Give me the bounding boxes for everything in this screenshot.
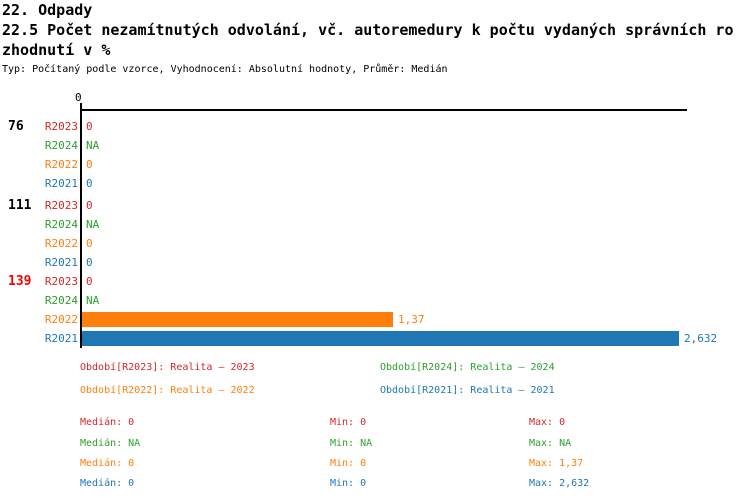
stat-median-r2022: Medián: 0 [80, 458, 135, 469]
indicator-title-line2: zhodnutí v % [2, 41, 111, 59]
group-label: 139 [8, 274, 32, 289]
section-title: 22. Odpady [2, 1, 93, 19]
value-label: 0 [86, 177, 93, 190]
series-label: R2022 [44, 158, 78, 171]
series-label: R2021 [44, 256, 78, 269]
legend-item-r2023: Období[R2023]: Realita – 2023 [80, 362, 255, 373]
value-label: 0 [86, 199, 93, 212]
value-label: 2,632 [684, 332, 718, 345]
stat-median-r2021: Medián: 0 [80, 478, 135, 489]
series-label: R2023 [44, 120, 78, 133]
stat-median-r2023: Medián: 0 [80, 417, 135, 428]
value-label: 0 [86, 256, 93, 269]
bar-r2021 [82, 331, 679, 346]
series-label: R2021 [44, 177, 78, 190]
series-label: R2024 [44, 139, 78, 152]
series-label: R2021 [44, 332, 78, 345]
legend-item-r2022: Období[R2022]: Realita – 2022 [80, 385, 255, 396]
series-label: R2022 [44, 237, 78, 250]
value-label: NA [86, 294, 100, 307]
stat-min-r2022: Min: 0 [330, 458, 367, 469]
value-label: 0 [86, 237, 93, 250]
series-label: R2024 [44, 294, 78, 307]
value-label: NA [86, 139, 100, 152]
stat-median-r2024: Medián: NA [80, 438, 141, 449]
value-label: 0 [86, 158, 93, 171]
value-label: NA [86, 218, 100, 231]
value-label: 0 [86, 120, 93, 133]
bar-r2022 [82, 312, 393, 327]
stat-min-r2023: Min: 0 [330, 417, 367, 428]
stat-max-r2023: Max: 0 [529, 417, 566, 428]
indicator-title-line1: 22.5 Počet nezamítnutých odvolání, vč. a… [2, 21, 734, 39]
stat-min-r2021: Min: 0 [330, 478, 367, 489]
series-label: R2023 [44, 275, 78, 288]
y-axis-line [80, 103, 82, 348]
value-label: 1,37 [398, 313, 425, 326]
stat-max-r2024: Max: NA [529, 438, 572, 449]
stat-max-r2022: Max: 1,37 [529, 458, 584, 469]
series-label: R2023 [44, 199, 78, 212]
legend-item-r2021: Období[R2021]: Realita – 2021 [380, 385, 555, 396]
series-label: R2024 [44, 218, 78, 231]
x-axis-line [80, 109, 687, 111]
group-label: 111 [8, 198, 32, 213]
stat-min-r2024: Min: NA [330, 438, 373, 449]
legend-item-r2024: Období[R2024]: Realita – 2024 [380, 362, 555, 373]
series-label: R2022 [44, 313, 78, 326]
x-axis-tick-zero: 0 [75, 91, 82, 104]
stat-max-r2021: Max: 2,632 [529, 478, 590, 489]
value-label: 0 [86, 275, 93, 288]
group-label: 76 [8, 119, 24, 134]
indicator-meta: Typ: Počítaný podle vzorce, Vyhodnocení:… [2, 64, 448, 75]
